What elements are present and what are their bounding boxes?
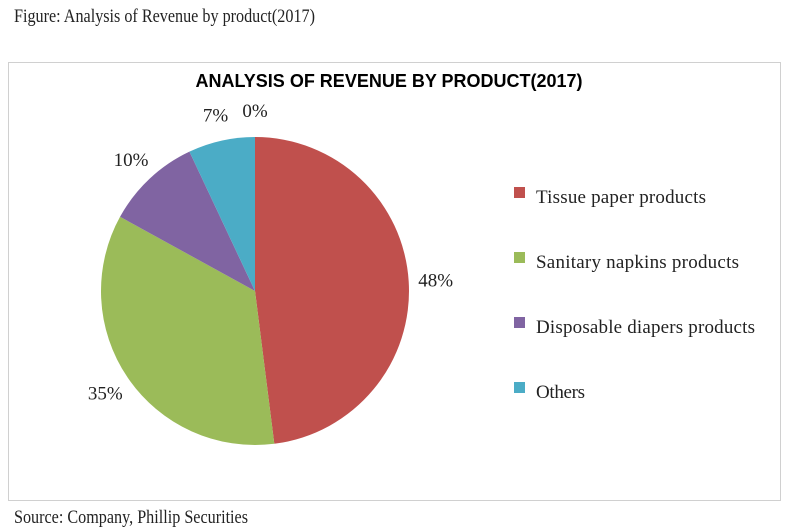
- data-label: 48%: [418, 271, 453, 292]
- source-note: Source: Company, Phillip Securities: [14, 507, 249, 528]
- chart-title: ANALYSIS OF REVENUE BY PRODUCT(2017): [195, 71, 582, 91]
- pie-slice-1: [255, 137, 410, 444]
- legend-swatch: [514, 317, 525, 328]
- pie-slice-4: [189, 137, 255, 291]
- data-label: 10%: [114, 150, 149, 171]
- legend-label: Tissue paper products: [536, 187, 706, 208]
- legend-swatch: [514, 252, 525, 263]
- data-label: 7%: [203, 105, 229, 126]
- data-label: 0%: [242, 101, 268, 122]
- pie-slice-3: [120, 151, 256, 291]
- pie-slice-2: [100, 216, 275, 445]
- legend-swatch: [514, 187, 525, 198]
- legend-swatch: [514, 382, 525, 393]
- chart-frame: [8, 62, 781, 501]
- figure-caption: Figure: Analysis of Revenue by product(2…: [14, 6, 315, 27]
- legend-label: Sanitary napkins products: [536, 252, 739, 273]
- data-label: 35%: [88, 384, 123, 405]
- legend-label: Disposable diapers products: [536, 317, 755, 338]
- legend-label: Others: [536, 382, 585, 403]
